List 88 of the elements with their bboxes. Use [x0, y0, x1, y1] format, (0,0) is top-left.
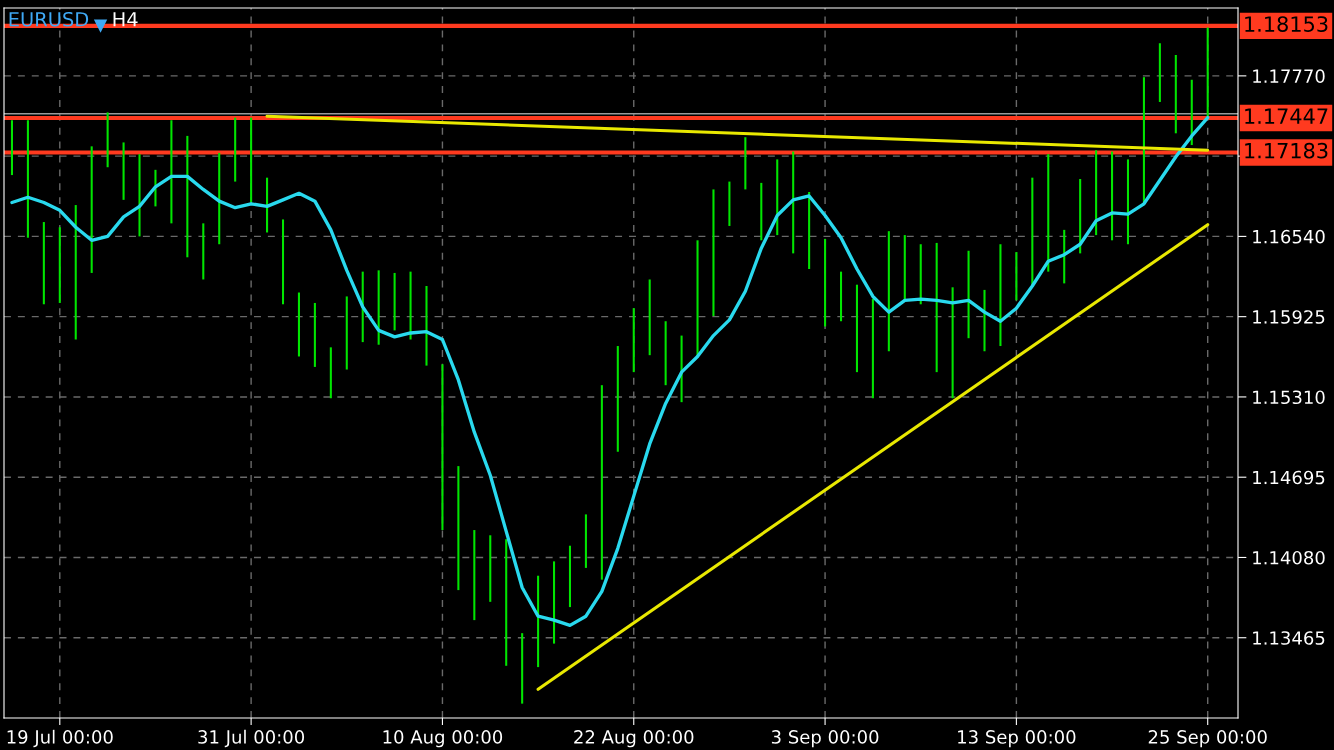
bar — [42, 222, 45, 305]
ref-line-label: 1.17447 — [1245, 108, 1328, 124]
bar — [951, 287, 954, 399]
bar — [887, 231, 890, 352]
bar — [1158, 43, 1161, 102]
bar — [1047, 154, 1050, 272]
bar — [855, 284, 858, 373]
bar — [425, 286, 428, 366]
bar — [170, 120, 173, 224]
bar — [568, 545, 572, 608]
x-tick-label: 10 Aug 00:00 — [383, 730, 503, 748]
x-tick-label: 31 Jul 00:00 — [198, 729, 305, 748]
y-tick-label: 1.15925 — [1253, 310, 1325, 324]
bar — [632, 308, 635, 373]
bar — [505, 539, 508, 666]
bar — [1111, 151, 1114, 241]
y-tick-label: 1.16540 — [1253, 229, 1325, 244]
bar — [489, 535, 492, 602]
ref-line-label: 1.17183 — [1245, 142, 1328, 159]
x-tick-label: 22 Aug 00:00 — [574, 730, 694, 748]
bar — [712, 189, 715, 317]
chart-title: EURUSD — [9, 11, 89, 27]
bar — [90, 146, 93, 273]
bar — [521, 633, 524, 704]
bar — [329, 347, 332, 399]
bar — [553, 561, 556, 644]
x-tick-label: 19 Jul 00:00 — [7, 729, 113, 748]
bar — [106, 112, 109, 168]
bar — [871, 299, 874, 399]
bar — [839, 271, 843, 322]
bar — [281, 219, 285, 305]
bar — [1015, 252, 1018, 301]
bar — [1126, 159, 1130, 245]
bar — [664, 321, 667, 386]
bar — [1079, 178, 1082, 254]
bar — [584, 514, 587, 568]
bar — [313, 302, 316, 367]
bar — [377, 270, 380, 345]
bar — [297, 292, 300, 357]
bar — [696, 240, 699, 358]
bar — [74, 205, 77, 340]
bar — [983, 289, 986, 352]
line-series — [10, 115, 1210, 627]
bar — [10, 120, 14, 176]
bar — [202, 223, 205, 280]
bar — [457, 466, 460, 591]
bar — [935, 242, 938, 373]
bar — [1095, 150, 1098, 236]
bar — [760, 182, 763, 241]
bar — [122, 142, 125, 200]
bar — [345, 296, 348, 370]
bar — [600, 385, 603, 580]
bar — [1174, 54, 1177, 134]
chart-subtitle: H4 — [113, 12, 138, 27]
bar — [728, 181, 731, 226]
bar — [999, 244, 1002, 347]
x-tick-label: 3 Sep 00:00 — [771, 730, 879, 748]
bar — [1031, 177, 1034, 286]
bar — [409, 271, 412, 340]
ref-line-label: 1.18153 — [1245, 16, 1328, 32]
bar — [138, 154, 141, 237]
bar — [967, 250, 970, 339]
bar — [218, 152, 221, 245]
y-tick-label: 1.13465 — [1253, 631, 1325, 645]
bar — [441, 364, 444, 531]
bar — [58, 227, 61, 303]
bar — [393, 272, 396, 331]
bar — [919, 244, 922, 305]
bar — [648, 279, 651, 356]
y-tick-label: 1.14080 — [1253, 550, 1325, 565]
bar — [824, 239, 827, 327]
bar — [903, 235, 906, 301]
y-tick-label: 1.17770 — [1253, 69, 1325, 83]
bar — [473, 530, 476, 621]
bar — [234, 117, 237, 182]
bar — [250, 117, 253, 203]
bar — [744, 137, 747, 190]
x-tick-label: 13 Sep 00:00 — [958, 730, 1076, 748]
bar — [537, 575, 540, 668]
bar — [1206, 27, 1209, 117]
bar — [186, 135, 189, 258]
bar — [792, 151, 795, 254]
bar — [616, 346, 619, 452]
bar — [808, 192, 811, 270]
y-tick-label: 1.15310 — [1253, 390, 1325, 405]
x-tick-label: 25 Sep 00:00 — [1148, 730, 1267, 748]
y-tick-label: 1.14695 — [1253, 470, 1325, 485]
bar — [26, 120, 29, 238]
